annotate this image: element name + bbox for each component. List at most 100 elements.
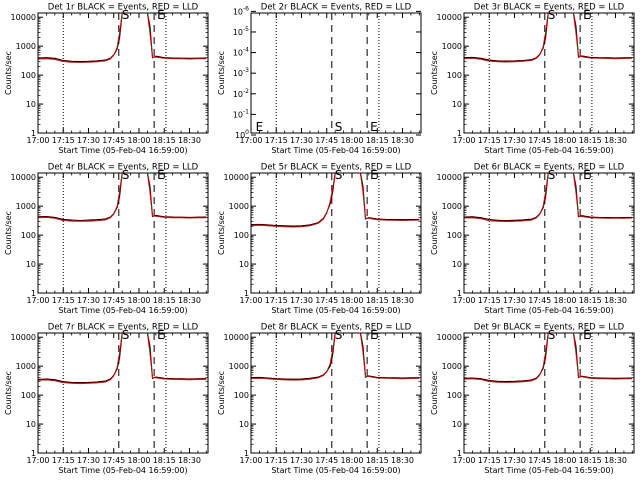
x-tick-label: 17:15 (478, 456, 501, 465)
y-tick-label: 100 (21, 391, 36, 400)
x-axis-label: Start Time (05-Feb-04 16:59:00) (271, 466, 400, 475)
y-tick-label: 100 (447, 391, 462, 400)
y-axis-label: Counts/sec (430, 211, 439, 255)
marker-label-e: E (583, 168, 591, 182)
series-events-line (251, 173, 420, 227)
x-tick-label: 18:00 (127, 296, 150, 305)
y-tick-label: 1000 (16, 202, 36, 211)
x-tick-label: 18:15 (579, 136, 602, 145)
y-tick-label: 1 (457, 129, 462, 138)
y-tick-label: 10 (26, 420, 36, 429)
x-tick-label: 18:30 (391, 296, 414, 305)
marker-label-s: S (122, 168, 130, 182)
panel-8: Det 8r BLACK = Events, RED = LLD Counts/s… (217, 323, 422, 475)
x-tick-label: 18:30 (604, 456, 627, 465)
plot-frame (37, 332, 209, 454)
y-tick-label: 1 (457, 289, 462, 298)
marker-label-s: S (335, 168, 343, 182)
marker-label-s: S (548, 328, 556, 342)
x-tick-label: 17:15 (478, 296, 501, 305)
panel-4: Det 4r BLACK = Events, RED = LLD Counts/s… (4, 163, 209, 315)
series-events-line (38, 333, 207, 384)
x-tick-label: 17:15 (265, 296, 288, 305)
panel-2: Det 2r BLACK = Events, RED = LLD Counts/s… (217, 3, 422, 155)
marker-label-s: S (335, 328, 343, 342)
series-lld-line (38, 173, 207, 222)
y-tick-label: 10000 (11, 173, 36, 182)
y-tick-label: 10 (452, 100, 462, 109)
x-tick-label: 17:30 (290, 136, 313, 145)
x-tick-label: 17:30 (77, 136, 100, 145)
x-tick-label: 17:45 (102, 136, 125, 145)
x-axis-label: Start Time (05-Feb-04 16:59:00) (58, 146, 187, 155)
y-axis-label: Counts/sec (4, 371, 13, 415)
y-tick-label: 10 (452, 420, 462, 429)
x-tick-label: 18:15 (366, 136, 389, 145)
x-tick-label: 17:45 (528, 136, 551, 145)
x-tick-label: 17:00 (452, 136, 475, 145)
y-axis-label: Counts/sec (217, 51, 226, 95)
y-axis-label: Counts/sec (430, 51, 439, 95)
x-tick-label: 17:45 (315, 296, 338, 305)
panel-title: Det 2r BLACK = Events, RED = LLD (261, 3, 412, 13)
plot-frame (463, 172, 635, 294)
series-events-line (38, 173, 207, 222)
y-tick-label: 1 (244, 449, 249, 458)
x-tick-label: 18:30 (178, 296, 201, 305)
x-tick-label: 18:00 (553, 136, 576, 145)
y-tick-label: 10-5 (233, 26, 249, 37)
x-tick-label: 18:15 (579, 296, 602, 305)
x-tick-label: 17:00 (239, 296, 262, 305)
x-axis-label: Start Time (05-Feb-04 16:59:00) (58, 306, 187, 315)
y-tick-label: 10-6 (233, 5, 249, 16)
marker-label-e: E (157, 8, 165, 22)
marker-label-s: S (548, 168, 556, 182)
x-tick-label: 17:00 (26, 296, 49, 305)
marker-label-e: E (370, 168, 378, 182)
x-axis-label: Start Time (05-Feb-04 16:59:00) (271, 146, 400, 155)
series-lld-line (251, 333, 420, 381)
marker-label-e: E (583, 8, 591, 22)
x-tick-label: 17:15 (265, 456, 288, 465)
series-lld-line (464, 13, 633, 63)
panel-3: Det 3r BLACK = Events, RED = LLD Counts/s… (430, 3, 635, 155)
y-tick-label: 10 (239, 420, 249, 429)
y-tick-label: 1000 (16, 42, 36, 51)
plot-frame (463, 12, 635, 134)
x-tick-label: 17:15 (52, 136, 75, 145)
y-axis-label: Counts/sec (217, 211, 226, 255)
x-tick-label: 18:30 (178, 456, 201, 465)
x-tick-label: 17:15 (478, 136, 501, 145)
x-tick-label: 18:00 (340, 296, 363, 305)
x-tick-label: 18:30 (604, 136, 627, 145)
x-tick-label: 18:30 (391, 456, 414, 465)
series-lld-line (464, 333, 633, 383)
x-axis-label: Start Time (05-Feb-04 16:59:00) (484, 306, 613, 315)
y-tick-label: 100 (234, 391, 249, 400)
x-tick-label: 18:15 (153, 136, 176, 145)
x-tick-label: 18:15 (153, 456, 176, 465)
x-tick-label: 17:00 (452, 456, 475, 465)
y-axis-label: Counts/sec (430, 371, 439, 415)
y-axis-label: Counts/sec (217, 371, 226, 415)
plot-frame (250, 332, 422, 454)
y-tick-label: 1 (31, 289, 36, 298)
x-tick-label: 18:00 (340, 456, 363, 465)
marker-label-e: E (370, 120, 378, 134)
y-tick-label: 10000 (224, 173, 249, 182)
y-tick-label: 100 (21, 231, 36, 240)
series-lld-line (38, 13, 207, 63)
x-tick-label: 18:15 (153, 296, 176, 305)
panel-title: Det 9r BLACK = Events, RED = LLD (474, 323, 625, 333)
y-tick-label: 100 (447, 231, 462, 240)
panel-title: Det 4r BLACK = Events, RED = LLD (48, 163, 199, 173)
x-tick-label: 17:45 (102, 456, 125, 465)
y-tick-label: 10000 (11, 333, 36, 342)
x-axis-label: Start Time (05-Feb-04 16:59:00) (58, 466, 187, 475)
panel-9: Det 9r BLACK = Events, RED = LLD Counts/s… (430, 323, 635, 475)
y-tick-label: 10-3 (233, 67, 249, 78)
y-tick-label: 10 (26, 260, 36, 269)
marker-label-e: E (256, 120, 264, 134)
y-tick-label: 1 (31, 129, 36, 138)
